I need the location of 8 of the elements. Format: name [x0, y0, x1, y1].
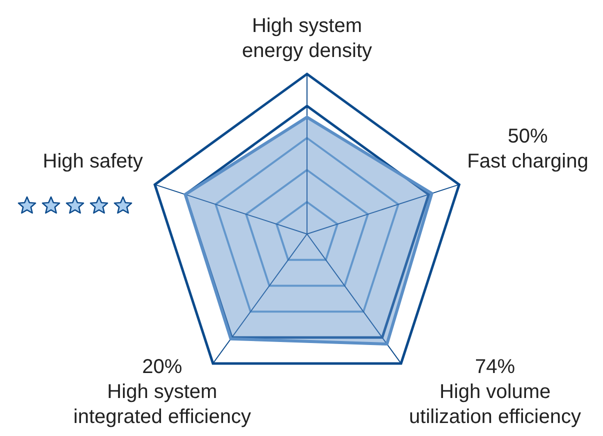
spoke-label: Fast charging: [467, 150, 588, 173]
spoke-label: High safety: [42, 150, 143, 173]
spoke-label: High volume utilization efficiency: [409, 380, 581, 428]
text: 20%: [142, 356, 182, 378]
spoke-label: High system integrated efficiency: [73, 380, 251, 428]
spoke-label: High system energy density: [242, 15, 372, 62]
text: 50%: [508, 126, 548, 148]
text: 74%: [475, 356, 516, 378]
